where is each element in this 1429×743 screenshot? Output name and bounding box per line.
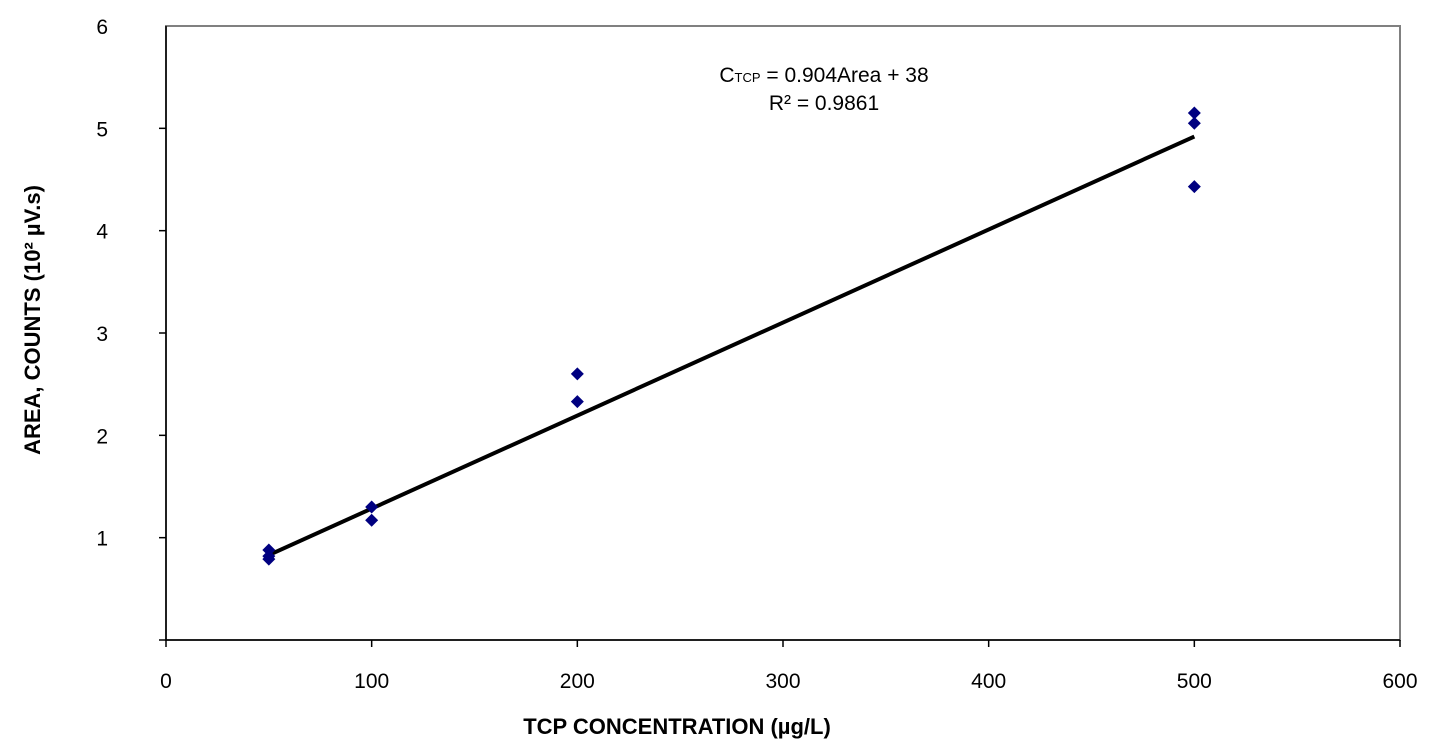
y-tick-label: 1 xyxy=(96,528,108,551)
equation-annotation: CTCP = 0.904Area + 38 xyxy=(719,64,928,87)
data-point xyxy=(570,395,584,409)
x-tick-label: 0 xyxy=(160,670,172,693)
equation-subscript: TCP xyxy=(735,70,761,85)
data-point xyxy=(1187,106,1201,120)
x-tick-label: 500 xyxy=(1177,670,1212,693)
data-points xyxy=(262,106,1201,566)
data-point xyxy=(365,513,379,527)
x-tick-group: 0 100 200 300 400 500 600 xyxy=(160,640,1418,693)
x-tick-label: 600 xyxy=(1382,670,1417,693)
y-tick-label: 4 xyxy=(96,221,108,244)
y-tick-label: 6 xyxy=(96,16,108,39)
x-tick-label: 300 xyxy=(765,670,800,693)
equation-prefix: C xyxy=(719,64,734,87)
x-tick-label: 100 xyxy=(354,670,389,693)
r-squared-annotation: R² = 0.9861 xyxy=(769,92,879,115)
data-point xyxy=(262,552,276,566)
y-tick-label: 3 xyxy=(96,323,108,346)
trendline xyxy=(268,134,1196,557)
data-point xyxy=(365,500,379,514)
x-tick-label: 400 xyxy=(971,670,1006,693)
data-point xyxy=(1187,180,1201,194)
data-point xyxy=(1187,116,1201,130)
data-point xyxy=(570,367,584,381)
y-axis-title: AREA, COUNTS (10² µV.s) xyxy=(20,185,45,455)
y-tick-label: 5 xyxy=(96,118,108,141)
y-tick-label: 2 xyxy=(96,425,108,448)
x-axis-title: TCP CONCENTRATION (µg/L) xyxy=(523,714,831,739)
equation-rest: = 0.904Area + 38 xyxy=(761,64,929,87)
plot-area xyxy=(165,25,1401,641)
x-tick-label: 200 xyxy=(560,670,595,693)
y-tick-group: 1 2 3 4 5 6 xyxy=(96,16,166,641)
